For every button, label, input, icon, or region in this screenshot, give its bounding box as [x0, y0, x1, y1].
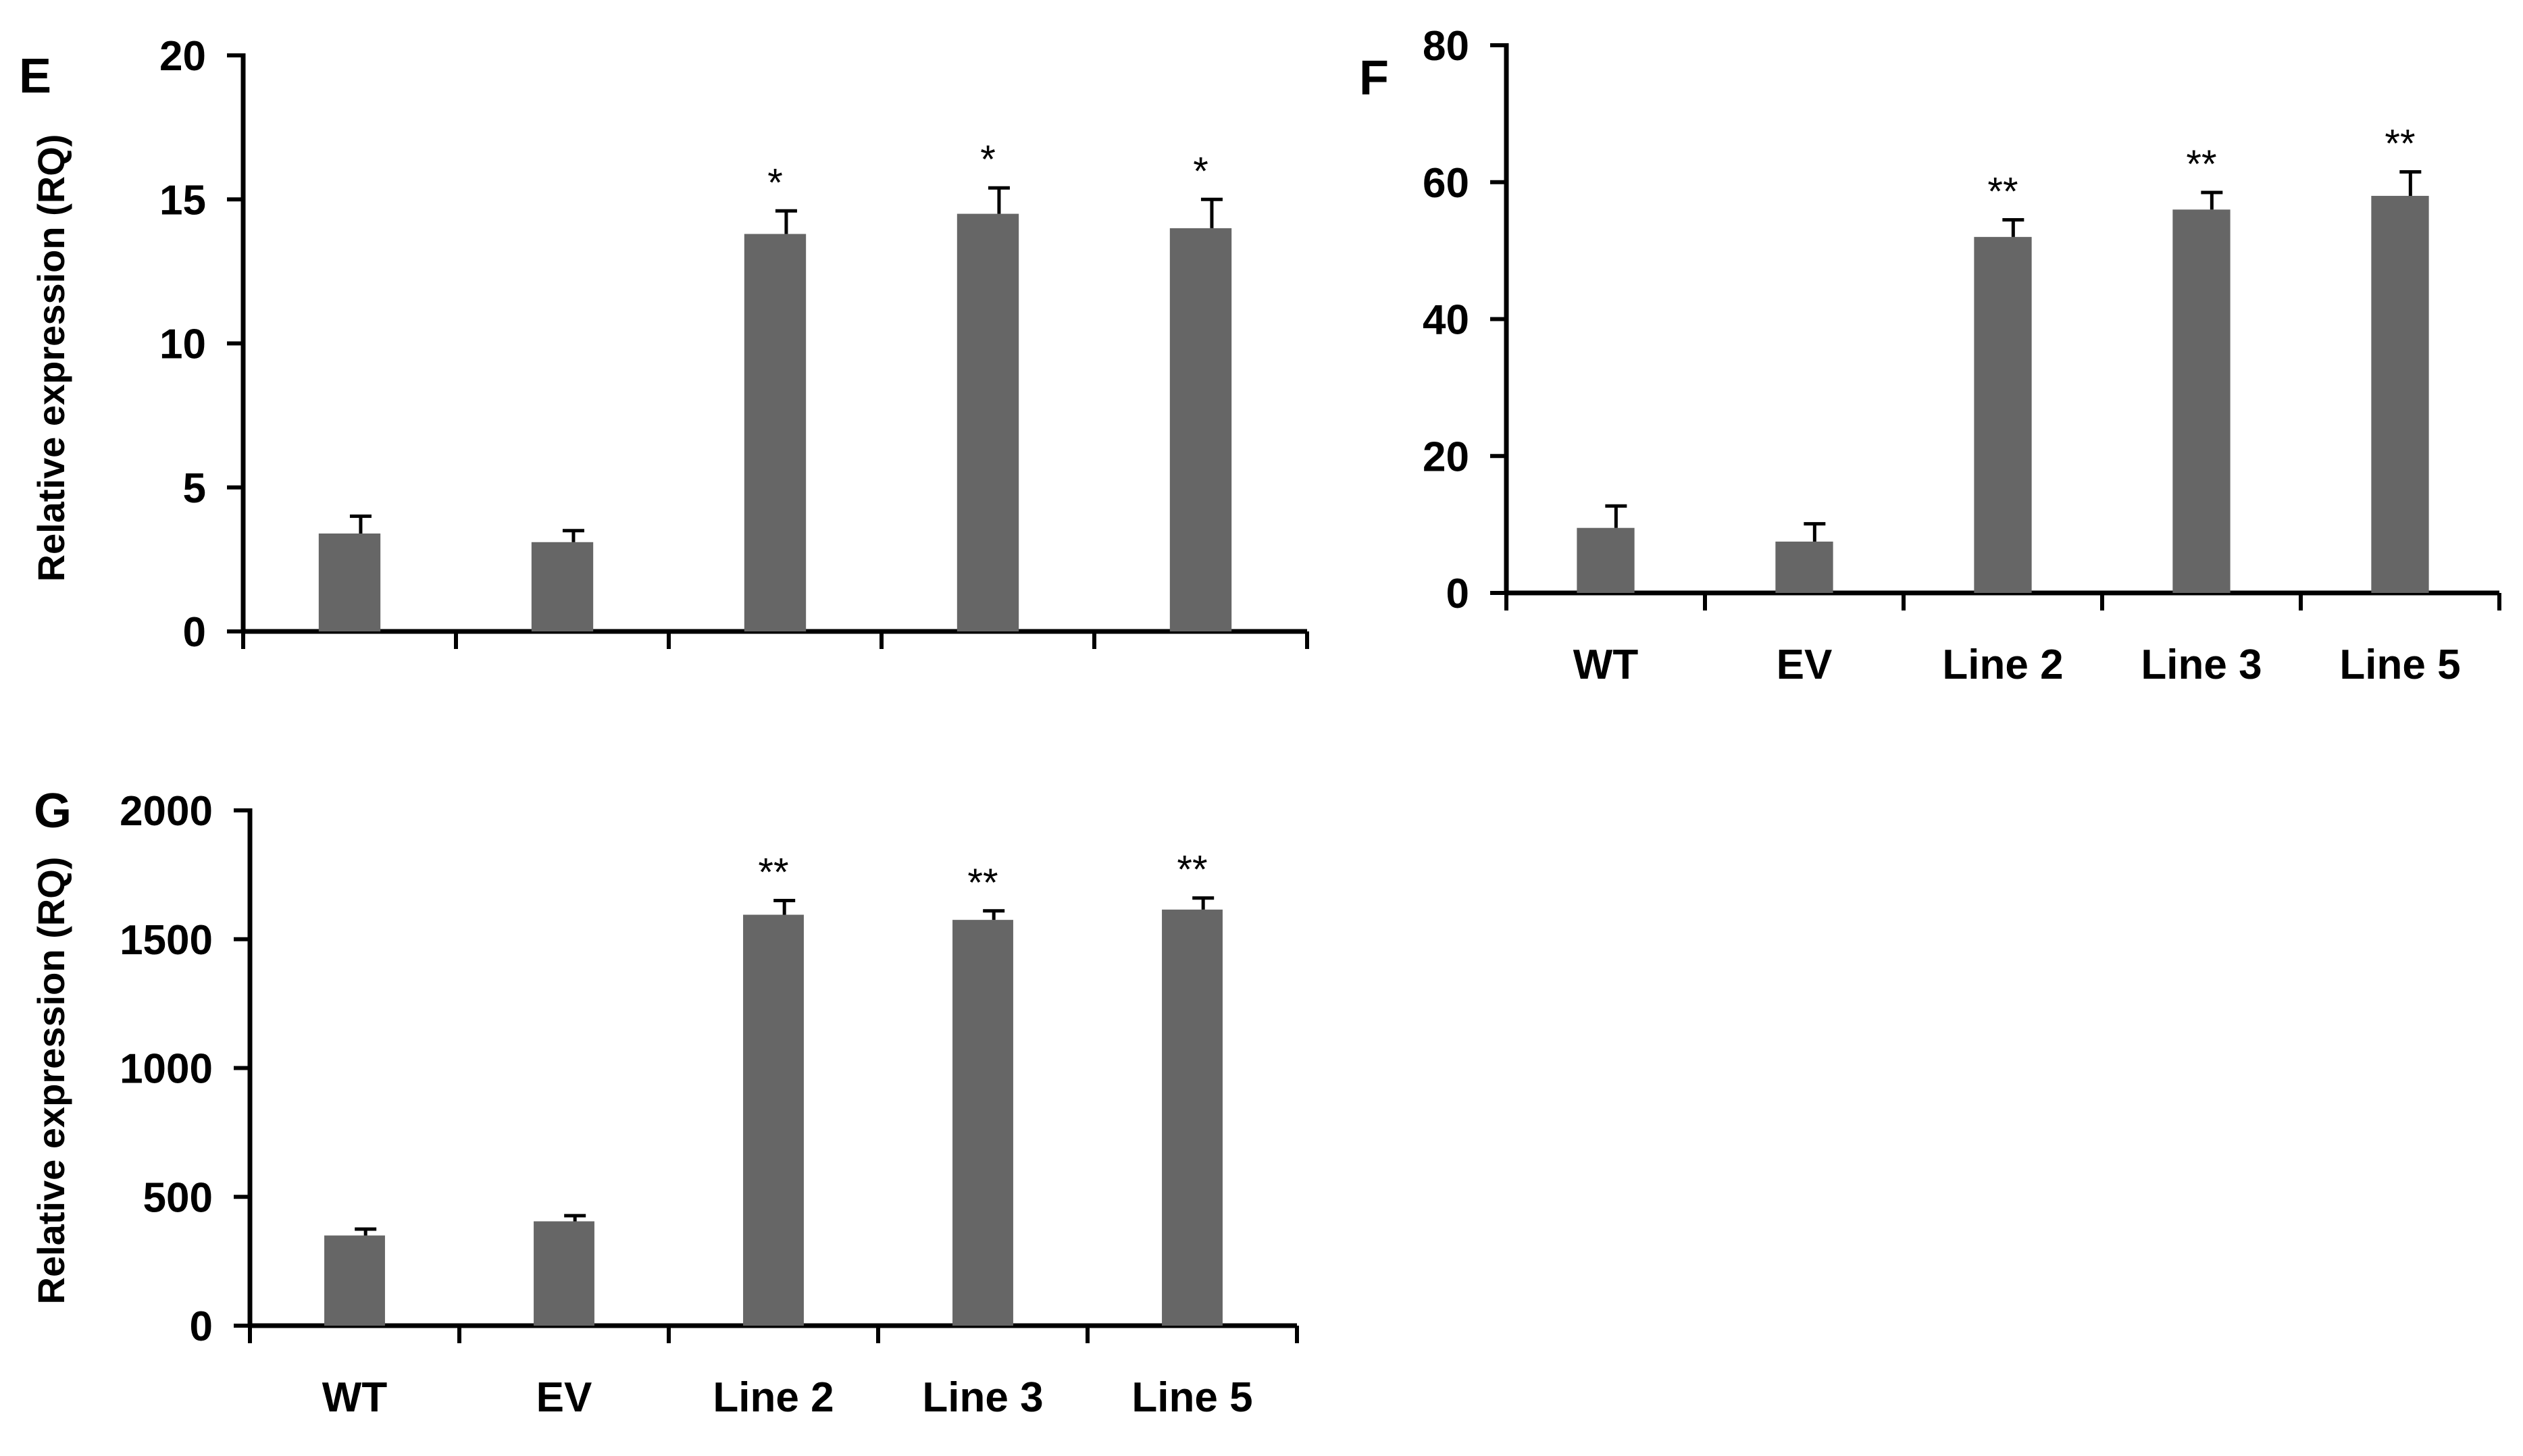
bar	[2371, 196, 2429, 593]
bar	[1577, 527, 1635, 593]
bar	[957, 213, 1019, 631]
y-tick-label: 80	[1423, 23, 1469, 70]
category-label: Line 5	[1131, 1374, 1252, 1421]
y-tick-label: 0	[183, 609, 206, 656]
panel-g-chart: G 0 500 1000 1500 2000 WT EV ** Line 2 ** Line 3 ** L…	[30, 784, 1299, 1421]
bar	[318, 533, 381, 631]
y-tick-label: 20	[1423, 434, 1469, 480]
significance-mark: *	[767, 161, 783, 205]
y-tick-label: 0	[1446, 571, 1469, 617]
bar	[1162, 909, 1223, 1326]
bar	[1775, 541, 1833, 593]
significance-mark: *	[980, 138, 996, 182]
y-tick-label: 500	[143, 1174, 213, 1221]
bar	[743, 914, 804, 1326]
bar	[744, 234, 807, 631]
bar	[952, 920, 1013, 1326]
category-label: EV	[1777, 642, 1833, 688]
y-axis-title: Relative expression (RQ)	[30, 134, 72, 582]
y-tick-label: 20	[159, 33, 206, 80]
y-tick-label: 15	[159, 177, 206, 224]
panel-letter: E	[19, 49, 51, 103]
significance-mark: **	[1177, 848, 1207, 892]
bar	[531, 542, 594, 631]
y-tick-label: 5	[183, 465, 206, 512]
significance-mark: **	[2186, 142, 2216, 186]
y-tick-label: 10	[159, 321, 206, 368]
significance-mark: **	[758, 851, 788, 895]
category-label: WT	[322, 1374, 388, 1421]
significance-mark: **	[1987, 170, 2018, 214]
significance-mark: **	[967, 861, 998, 905]
y-tick-label: 0	[190, 1303, 213, 1350]
category-label: Line 5	[2339, 642, 2460, 688]
category-label: Line 3	[2141, 642, 2262, 688]
significance-mark: **	[2385, 122, 2415, 166]
y-tick-label: 1500	[120, 917, 213, 964]
bar	[324, 1235, 385, 1326]
y-tick-label: 2000	[120, 788, 213, 835]
panel-letter: F	[1359, 51, 1389, 105]
y-tick-label: 1000	[120, 1046, 213, 1093]
bar	[2172, 209, 2231, 593]
y-tick-label: 40	[1423, 297, 1469, 344]
y-axis-title: Relative expression (RQ)	[30, 857, 72, 1305]
category-label: EV	[536, 1374, 592, 1421]
bar	[1974, 236, 2032, 594]
bar	[534, 1221, 594, 1326]
panel-f-chart: F 0 20 40 60 80 WT EV ** Line 2 ** Line 3 ** Line 5	[1359, 23, 2501, 688]
panel-letter: G	[34, 784, 72, 838]
y-tick-label: 60	[1423, 160, 1469, 207]
category-label: Line 2	[713, 1374, 834, 1421]
bar	[1169, 228, 1232, 631]
category-label: Line 2	[1942, 642, 2063, 688]
significance-mark: *	[1193, 149, 1208, 193]
panel-e-chart: E 0 5 10 15 20 * * * Relative expression (RQ)	[19, 33, 1309, 656]
category-label: Line 3	[922, 1374, 1043, 1421]
category-label: WT	[1573, 642, 1639, 688]
